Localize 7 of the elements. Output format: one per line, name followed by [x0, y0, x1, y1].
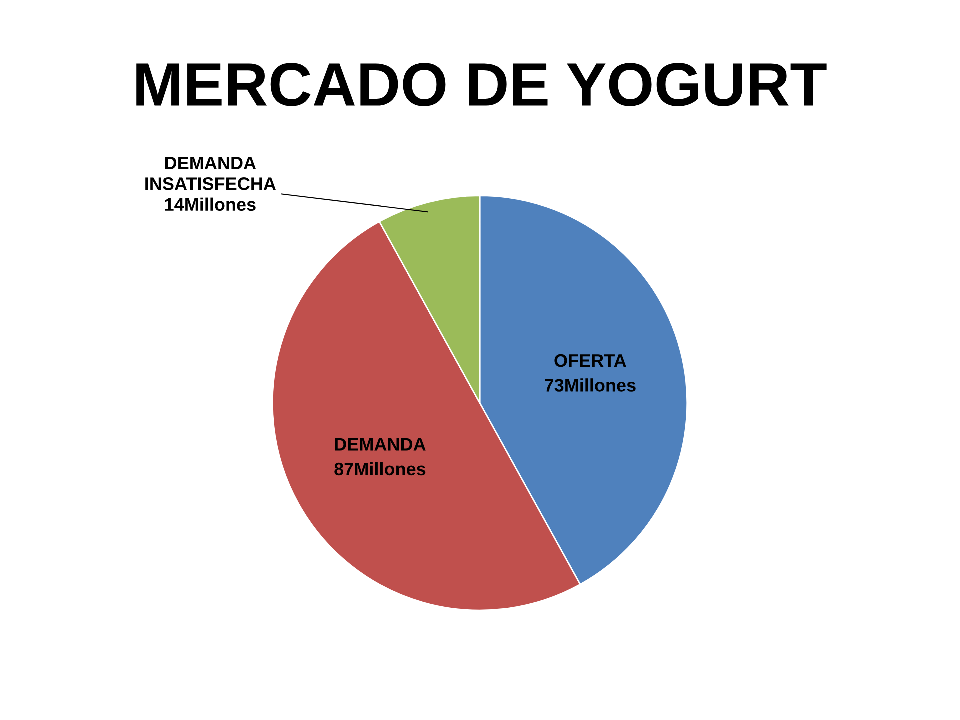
slice-label: OFERTA — [554, 354, 626, 368]
data-label: 14Millones — [165, 198, 256, 212]
data-label: 87Millones — [334, 462, 426, 476]
data-label: 73Millones — [545, 378, 636, 392]
chart-title: MERCADO DE YOGURT — [136, 63, 827, 106]
slice-label: DEMANDA INSATISFECHA — [146, 156, 276, 190]
slice-label: DEMANDA — [335, 438, 426, 451]
